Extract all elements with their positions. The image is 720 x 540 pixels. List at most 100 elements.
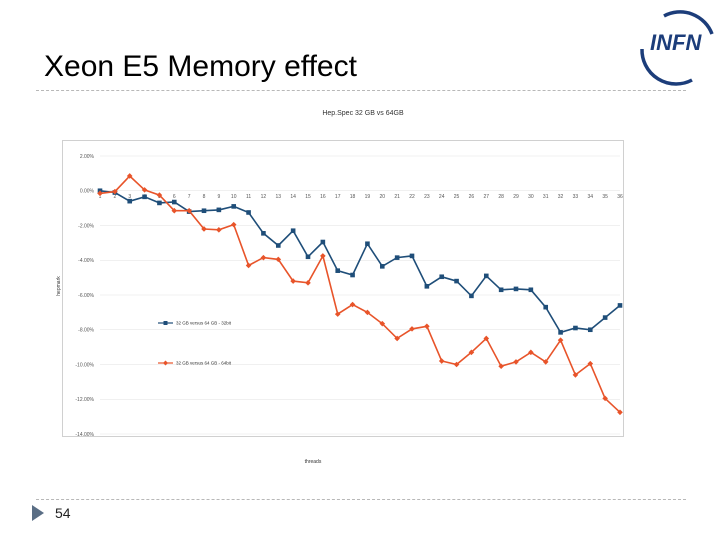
data-point	[335, 268, 341, 273]
x-tick-label: 29	[513, 194, 519, 200]
legend-label: 32 GB versus 64 GB - 32bit	[176, 321, 232, 326]
data-point	[246, 210, 251, 215]
y-tick-label: -12.00%	[75, 397, 94, 403]
y-tick-label: -2.00%	[78, 223, 94, 229]
x-tick-label: 36	[617, 194, 623, 200]
data-point	[409, 326, 415, 332]
data-point	[498, 363, 504, 370]
data-point	[617, 409, 623, 416]
x-tick-label: 10	[231, 194, 237, 200]
x-tick-label: 32	[558, 194, 564, 200]
data-point	[127, 198, 133, 204]
data-point	[231, 204, 237, 209]
data-point	[557, 337, 564, 343]
x-tick-label: 13	[276, 194, 282, 200]
x-tick-label: 8	[203, 194, 206, 200]
x-tick-label: 26	[469, 194, 475, 200]
data-point	[230, 221, 237, 228]
data-point	[424, 323, 430, 330]
y-tick-label: 2.00%	[80, 154, 95, 160]
series-lines	[97, 173, 623, 416]
x-axis-label: threads	[305, 459, 322, 465]
data-point	[498, 287, 504, 293]
x-tick-labels: 1234567891011121314151617181920212223242…	[99, 194, 623, 200]
data-point	[305, 280, 311, 286]
slide-title: Xeon E5 Memory effect	[44, 50, 357, 83]
data-point	[260, 254, 267, 261]
y-tick-label: -6.00%	[78, 293, 94, 299]
data-point	[261, 231, 266, 236]
chart-frame: Hep.Spec 32 GB vs 64GB 2.00% 0.00% -2.00% -…	[56, 110, 624, 465]
data-point	[350, 272, 355, 278]
data-point	[409, 253, 415, 259]
data-point	[394, 255, 400, 260]
data-point	[483, 335, 490, 342]
data-point	[439, 274, 445, 280]
data-point	[587, 360, 594, 367]
chart-legend: 32 GB versus 64 GB - 32bit 32 GB versus 6…	[158, 321, 232, 366]
legend-swatch-marker	[163, 360, 168, 366]
x-tick-label: 33	[573, 194, 579, 200]
x-tick-label: 1	[99, 194, 102, 200]
data-point	[528, 349, 534, 356]
page-number: 54	[55, 505, 71, 521]
data-point	[245, 262, 252, 269]
x-tick-label: 25	[454, 194, 460, 200]
data-point	[453, 361, 460, 368]
x-tick-label: 27	[484, 194, 490, 200]
x-tick-label: 2	[113, 194, 116, 200]
data-point	[305, 254, 311, 260]
y-tick-label: -10.00%	[75, 362, 94, 368]
y-tick-label: -14.00%	[75, 432, 94, 438]
x-tick-label: 22	[409, 194, 415, 200]
x-tick-label: 20	[380, 194, 386, 200]
data-point	[365, 241, 370, 247]
page-marker-icon	[32, 505, 44, 521]
x-tick-label: 12	[261, 194, 267, 200]
data-point	[216, 207, 222, 213]
x-tick-label: 21	[394, 194, 400, 200]
data-point	[290, 228, 296, 234]
line-chart: Hep.Spec 32 GB vs 64GB 2.00% 0.00% -2.00% -…	[56, 110, 623, 465]
data-point	[602, 315, 608, 320]
logo-lower-arc	[640, 48, 693, 86]
data-point	[469, 293, 474, 299]
data-point	[349, 301, 356, 308]
data-point	[617, 303, 623, 308]
x-tick-label: 24	[439, 194, 445, 200]
legend-swatch-marker	[163, 321, 168, 325]
data-point	[142, 194, 147, 200]
x-tick-label: 6	[173, 194, 176, 200]
x-tick-label: 30	[528, 194, 534, 200]
data-point	[542, 359, 549, 365]
x-tick-label: 16	[320, 194, 326, 200]
data-point	[513, 359, 519, 365]
x-tick-label: 18	[350, 194, 356, 200]
x-tick-label: 14	[290, 194, 296, 200]
x-tick-label: 19	[365, 194, 371, 200]
x-tick-label: 34	[588, 194, 594, 200]
data-point	[216, 227, 222, 233]
x-tick-label: 28	[498, 194, 504, 200]
chart-title: Hep.Spec 32 GB vs 64GB	[322, 110, 404, 117]
y-tick-label: 0.00%	[80, 189, 95, 195]
data-point	[379, 264, 385, 269]
logo-upper-arc	[663, 10, 714, 35]
y-tick-label: -4.00%	[78, 258, 94, 264]
data-point	[112, 188, 118, 195]
data-point	[602, 395, 608, 402]
data-point	[438, 358, 445, 364]
data-point	[543, 304, 549, 310]
infn-logo-icon	[640, 10, 714, 86]
data-point	[290, 278, 296, 284]
legend-label: 32 GB versus 64 GB - 64bit	[176, 361, 232, 366]
data-point	[468, 349, 475, 356]
data-point	[157, 200, 162, 206]
x-tick-label: 31	[543, 194, 549, 200]
data-point	[573, 325, 578, 331]
data-point	[513, 286, 519, 292]
y-tick-labels: 2.00% 0.00% -2.00% -4.00% -6.00% -8.00% -10.00…	[75, 154, 94, 438]
data-point	[320, 253, 326, 259]
y-axis-label: hepmark	[56, 276, 62, 296]
data-point	[572, 372, 579, 378]
